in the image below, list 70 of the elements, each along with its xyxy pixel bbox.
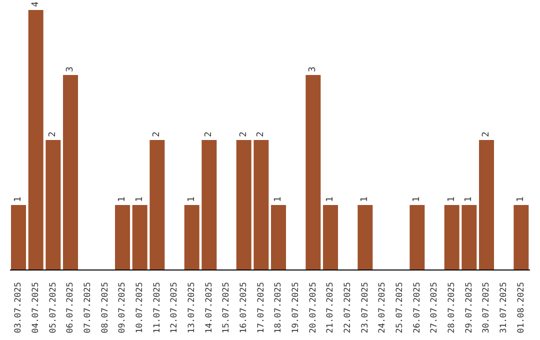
x-tick-label: 10.07.2025 [135, 282, 145, 334]
data-label: 1 [464, 196, 474, 202]
x-tick-label: 25.07.2025 [395, 282, 405, 334]
data-label: 1 [14, 196, 24, 202]
x-tick-label: 12.07.2025 [170, 282, 180, 334]
x-tick-label: 18.07.2025 [274, 282, 284, 334]
x-tick-label: 30.07.2025 [482, 282, 492, 334]
x-tick-label: 19.07.2025 [291, 282, 301, 334]
x-tick-label: 14.07.2025 [204, 282, 214, 334]
data-label: 1 [516, 196, 526, 202]
x-tick-label: 03.07.2025 [14, 282, 24, 334]
x-tick-label: 17.07.2025 [256, 282, 266, 334]
data-label: 1 [446, 196, 457, 202]
bar [202, 140, 217, 270]
x-tick-label: 22.07.2025 [343, 282, 353, 334]
bar [184, 205, 200, 270]
data-label: 1 [274, 196, 284, 202]
bar [236, 140, 252, 270]
x-tick-label: 11.07.2025 [152, 282, 162, 334]
x-tick-label: 24.07.2025 [378, 282, 388, 334]
x-tick-label: 31.07.2025 [499, 282, 509, 334]
data-label: 2 [152, 132, 162, 137]
bar [306, 75, 321, 270]
data-label: 4 [30, 2, 41, 7]
bar [115, 205, 130, 270]
data-label: 2 [238, 132, 249, 137]
bar [358, 205, 373, 270]
bar [410, 205, 425, 270]
x-tick-label: 23.07.2025 [360, 282, 370, 334]
x-tick-label: 04.07.2025 [31, 282, 41, 334]
x-tick-label: 05.07.2025 [48, 282, 58, 334]
x-tick-label: 20.07.2025 [308, 282, 318, 334]
x-tick-label: 15.07.2025 [222, 282, 232, 334]
data-label: 1 [134, 196, 145, 202]
x-tick-label: 01.08.2025 [516, 282, 526, 334]
bar [132, 205, 148, 270]
bar [514, 205, 529, 270]
x-tick-label: 16.07.2025 [239, 282, 249, 334]
data-label: 1 [326, 196, 336, 202]
data-label: 2 [48, 132, 58, 137]
data-label: 1 [186, 196, 197, 202]
x-tick-label: 21.07.2025 [326, 282, 336, 334]
bar [462, 205, 477, 270]
bar [150, 140, 165, 270]
x-tick-label: 27.07.2025 [430, 282, 440, 334]
bar [63, 75, 78, 270]
data-label: 3 [66, 66, 76, 72]
x-tick-label: 09.07.2025 [118, 282, 128, 334]
bar [11, 205, 26, 270]
x-tick-label: 06.07.2025 [66, 282, 76, 334]
data-label: 2 [482, 132, 492, 137]
x-tick-label: 29.07.2025 [464, 282, 474, 334]
x-tick-label: 28.07.2025 [447, 282, 457, 334]
data-label: 1 [360, 196, 370, 202]
data-label: 1 [118, 196, 128, 202]
bar [28, 10, 44, 270]
data-label: 1 [412, 196, 422, 202]
x-tick-label: 07.07.2025 [83, 282, 93, 334]
data-label: 2 [204, 132, 214, 137]
bar [46, 140, 61, 270]
bar [323, 205, 338, 270]
data-label: 2 [256, 132, 266, 137]
data-label: 3 [308, 66, 318, 72]
bar [444, 205, 460, 270]
bar [479, 140, 494, 270]
x-tick-label: 13.07.2025 [187, 282, 197, 334]
bar [271, 205, 286, 270]
x-tick-label: 26.07.2025 [412, 282, 422, 334]
x-tick-label: 08.07.2025 [100, 282, 110, 334]
bar [254, 140, 269, 270]
